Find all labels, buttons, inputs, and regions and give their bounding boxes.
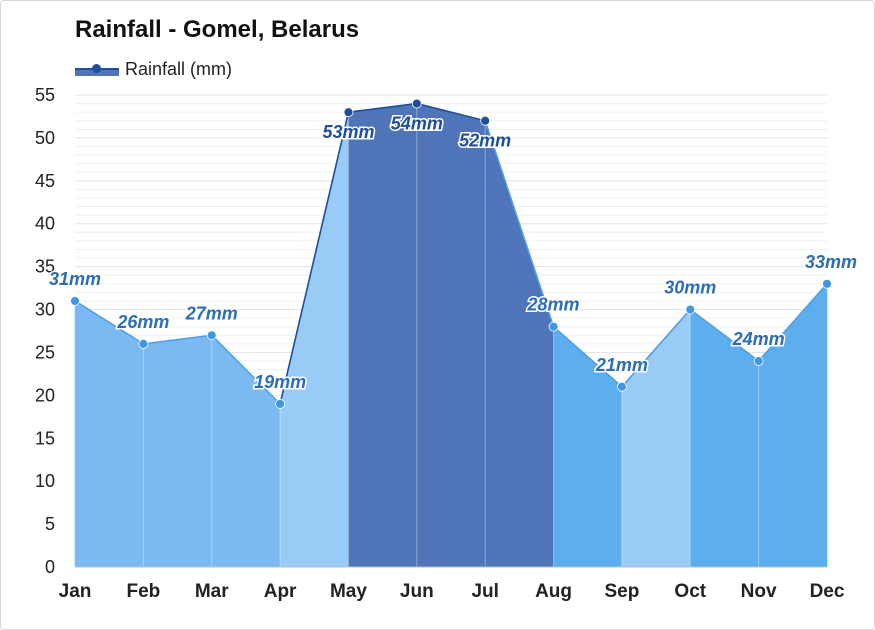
area-segment (74, 300, 144, 568)
series-line-segment (74, 300, 144, 345)
data-point (480, 115, 491, 126)
data-point (343, 107, 354, 118)
y-tick-label: 45 (35, 171, 55, 191)
y-tick-label: 30 (35, 300, 55, 320)
area-segment (348, 103, 418, 568)
data-point (685, 304, 696, 315)
data-label: 19mm (254, 372, 306, 392)
series-line-segment (553, 326, 623, 388)
series-line-segment (758, 283, 828, 362)
chart-legend[interactable]: Rainfall (mm) (75, 58, 232, 80)
y-tick-label: 35 (35, 257, 55, 277)
y-tick-label: 55 (35, 85, 55, 105)
x-tick-label: Jan (59, 581, 92, 602)
series-line-segment (279, 111, 350, 405)
y-tick-label: 5 (45, 514, 55, 534)
x-tick-label: May (330, 581, 367, 602)
data-point (411, 98, 422, 109)
data-point (617, 381, 627, 392)
y-tick-label: 50 (35, 128, 55, 148)
area-segment (484, 120, 554, 568)
data-point (70, 296, 80, 306)
y-tick-label: 25 (35, 342, 55, 362)
data-point (753, 356, 764, 366)
y-tick-label: 0 (45, 557, 55, 577)
data-point (822, 278, 832, 289)
y-tick-label: 40 (35, 214, 55, 234)
x-tick-label: Sep (604, 581, 639, 602)
data-label: 54mm (391, 114, 443, 134)
x-tick-label: Mar (195, 581, 229, 602)
area-segment (416, 103, 486, 568)
y-tick-label: 20 (35, 385, 55, 405)
x-tick-label: Apr (264, 581, 297, 602)
series-line-segment (689, 308, 760, 362)
area-segment (143, 335, 212, 568)
series-line-segment (484, 120, 555, 327)
chart-title: Rainfall - Gomel, Belarus (75, 16, 360, 43)
x-tick-label: Nov (741, 581, 777, 602)
x-tick-label: Feb (126, 581, 160, 602)
data-label: 53mm (322, 122, 374, 142)
data-label: 21mm (595, 355, 648, 375)
data-label: 27mm (185, 303, 238, 323)
data-point (548, 321, 559, 332)
series-line-segment (416, 102, 486, 122)
y-tick-label: 10 (35, 471, 55, 491)
x-tick-label: Jun (400, 581, 434, 602)
x-tick-label: Dec (810, 581, 845, 602)
data-label: 26mm (116, 312, 169, 332)
x-tick-label: Jul (471, 581, 498, 602)
x-tick-label: Aug (535, 581, 572, 602)
series-line-segment (348, 102, 417, 113)
data-label: 31mm (49, 269, 101, 289)
data-point (138, 338, 149, 349)
x-tick-label: Oct (674, 581, 706, 602)
data-label: 28mm (527, 295, 580, 315)
series-line-segment (621, 309, 691, 388)
data-label: 33mm (805, 252, 857, 272)
data-label: 30mm (664, 278, 716, 298)
legend-swatch (75, 62, 119, 76)
data-point (275, 399, 285, 409)
y-tick-label: 15 (35, 428, 55, 448)
legend-label: Rainfall (mm) (125, 58, 233, 79)
series-line-segment (211, 334, 281, 405)
data-point (206, 330, 217, 341)
series-line-segment (143, 334, 212, 345)
data-label: 52mm (459, 131, 511, 151)
data-label: 24mm (732, 329, 785, 349)
